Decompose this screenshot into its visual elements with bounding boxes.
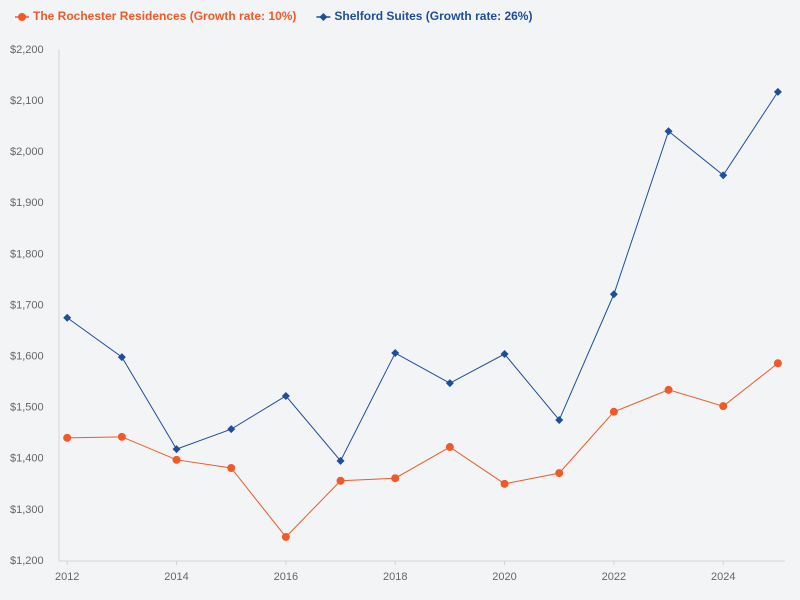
series-line xyxy=(66,91,779,462)
point xyxy=(664,385,673,394)
legend-text: Shelford Suites (Growth rate: 26%) xyxy=(334,9,532,23)
point xyxy=(500,479,509,488)
point xyxy=(445,379,454,388)
point xyxy=(117,432,126,441)
x-tick-label: 2016 xyxy=(274,571,298,583)
y-tick-label: $2,200 xyxy=(10,44,44,56)
point xyxy=(555,469,564,478)
y-tick-label: $1,800 xyxy=(10,248,44,260)
point xyxy=(391,349,400,358)
point xyxy=(719,171,728,180)
legend-item[interactable]: The Rochester Residences (Growth rate: 1… xyxy=(15,9,296,23)
point xyxy=(719,402,728,411)
point xyxy=(117,353,126,362)
y-tick-label: $1,600 xyxy=(10,351,44,363)
point xyxy=(336,456,345,465)
point xyxy=(172,445,181,454)
x-tick-label: 2012 xyxy=(55,571,79,583)
point xyxy=(555,415,564,424)
point xyxy=(63,433,72,442)
legend-marker xyxy=(319,13,328,21)
x-tick-label: 2014 xyxy=(164,571,188,583)
y-tick-label: $2,100 xyxy=(10,95,44,107)
point xyxy=(336,476,345,485)
series-line xyxy=(67,362,779,538)
x-tick-label: 2020 xyxy=(492,571,516,583)
point xyxy=(609,407,618,416)
point xyxy=(391,474,400,483)
y-tick-label: $1,400 xyxy=(10,453,44,465)
legend-item[interactable]: Shelford Suites (Growth rate: 26%) xyxy=(316,9,532,23)
point xyxy=(281,532,290,541)
legend-text: The Rochester Residences (Growth rate: 1… xyxy=(33,9,296,23)
point xyxy=(609,290,618,299)
point xyxy=(500,350,509,359)
point xyxy=(281,391,290,400)
x-tick-label: 2022 xyxy=(602,571,626,583)
y-tick-label: $1,700 xyxy=(10,299,44,311)
point xyxy=(664,127,673,136)
point xyxy=(227,463,236,472)
y-tick-label: $1,300 xyxy=(10,504,44,516)
point xyxy=(227,425,236,434)
y-tick-label: $1,500 xyxy=(10,402,44,414)
point xyxy=(445,443,454,452)
y-tick-label: $1,200 xyxy=(10,555,44,567)
point xyxy=(773,87,782,96)
x-tick-label: 2018 xyxy=(383,571,407,583)
point xyxy=(63,313,72,322)
x-tick-label: 2024 xyxy=(711,571,735,583)
y-tick-label: $2,000 xyxy=(10,146,44,158)
point xyxy=(172,455,181,464)
point xyxy=(773,359,782,368)
y-tick-label: $1,900 xyxy=(10,197,44,209)
legend-marker xyxy=(18,13,26,21)
